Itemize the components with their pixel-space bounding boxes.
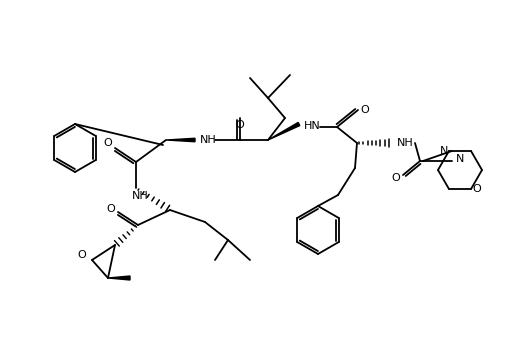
Text: NH: NH	[396, 138, 413, 148]
Text: O: O	[391, 173, 399, 183]
Polygon shape	[268, 122, 299, 140]
Text: N: N	[455, 154, 463, 164]
Text: O: O	[472, 184, 480, 194]
Text: O: O	[235, 120, 244, 130]
Text: NH: NH	[199, 135, 216, 145]
Polygon shape	[108, 276, 130, 280]
Text: O: O	[104, 138, 112, 148]
Text: O: O	[107, 204, 115, 214]
Text: NH: NH	[131, 191, 148, 201]
Text: HN: HN	[303, 121, 320, 131]
Text: O: O	[360, 105, 369, 115]
Text: O: O	[77, 250, 86, 260]
Text: N: N	[439, 146, 447, 156]
Polygon shape	[166, 138, 194, 142]
